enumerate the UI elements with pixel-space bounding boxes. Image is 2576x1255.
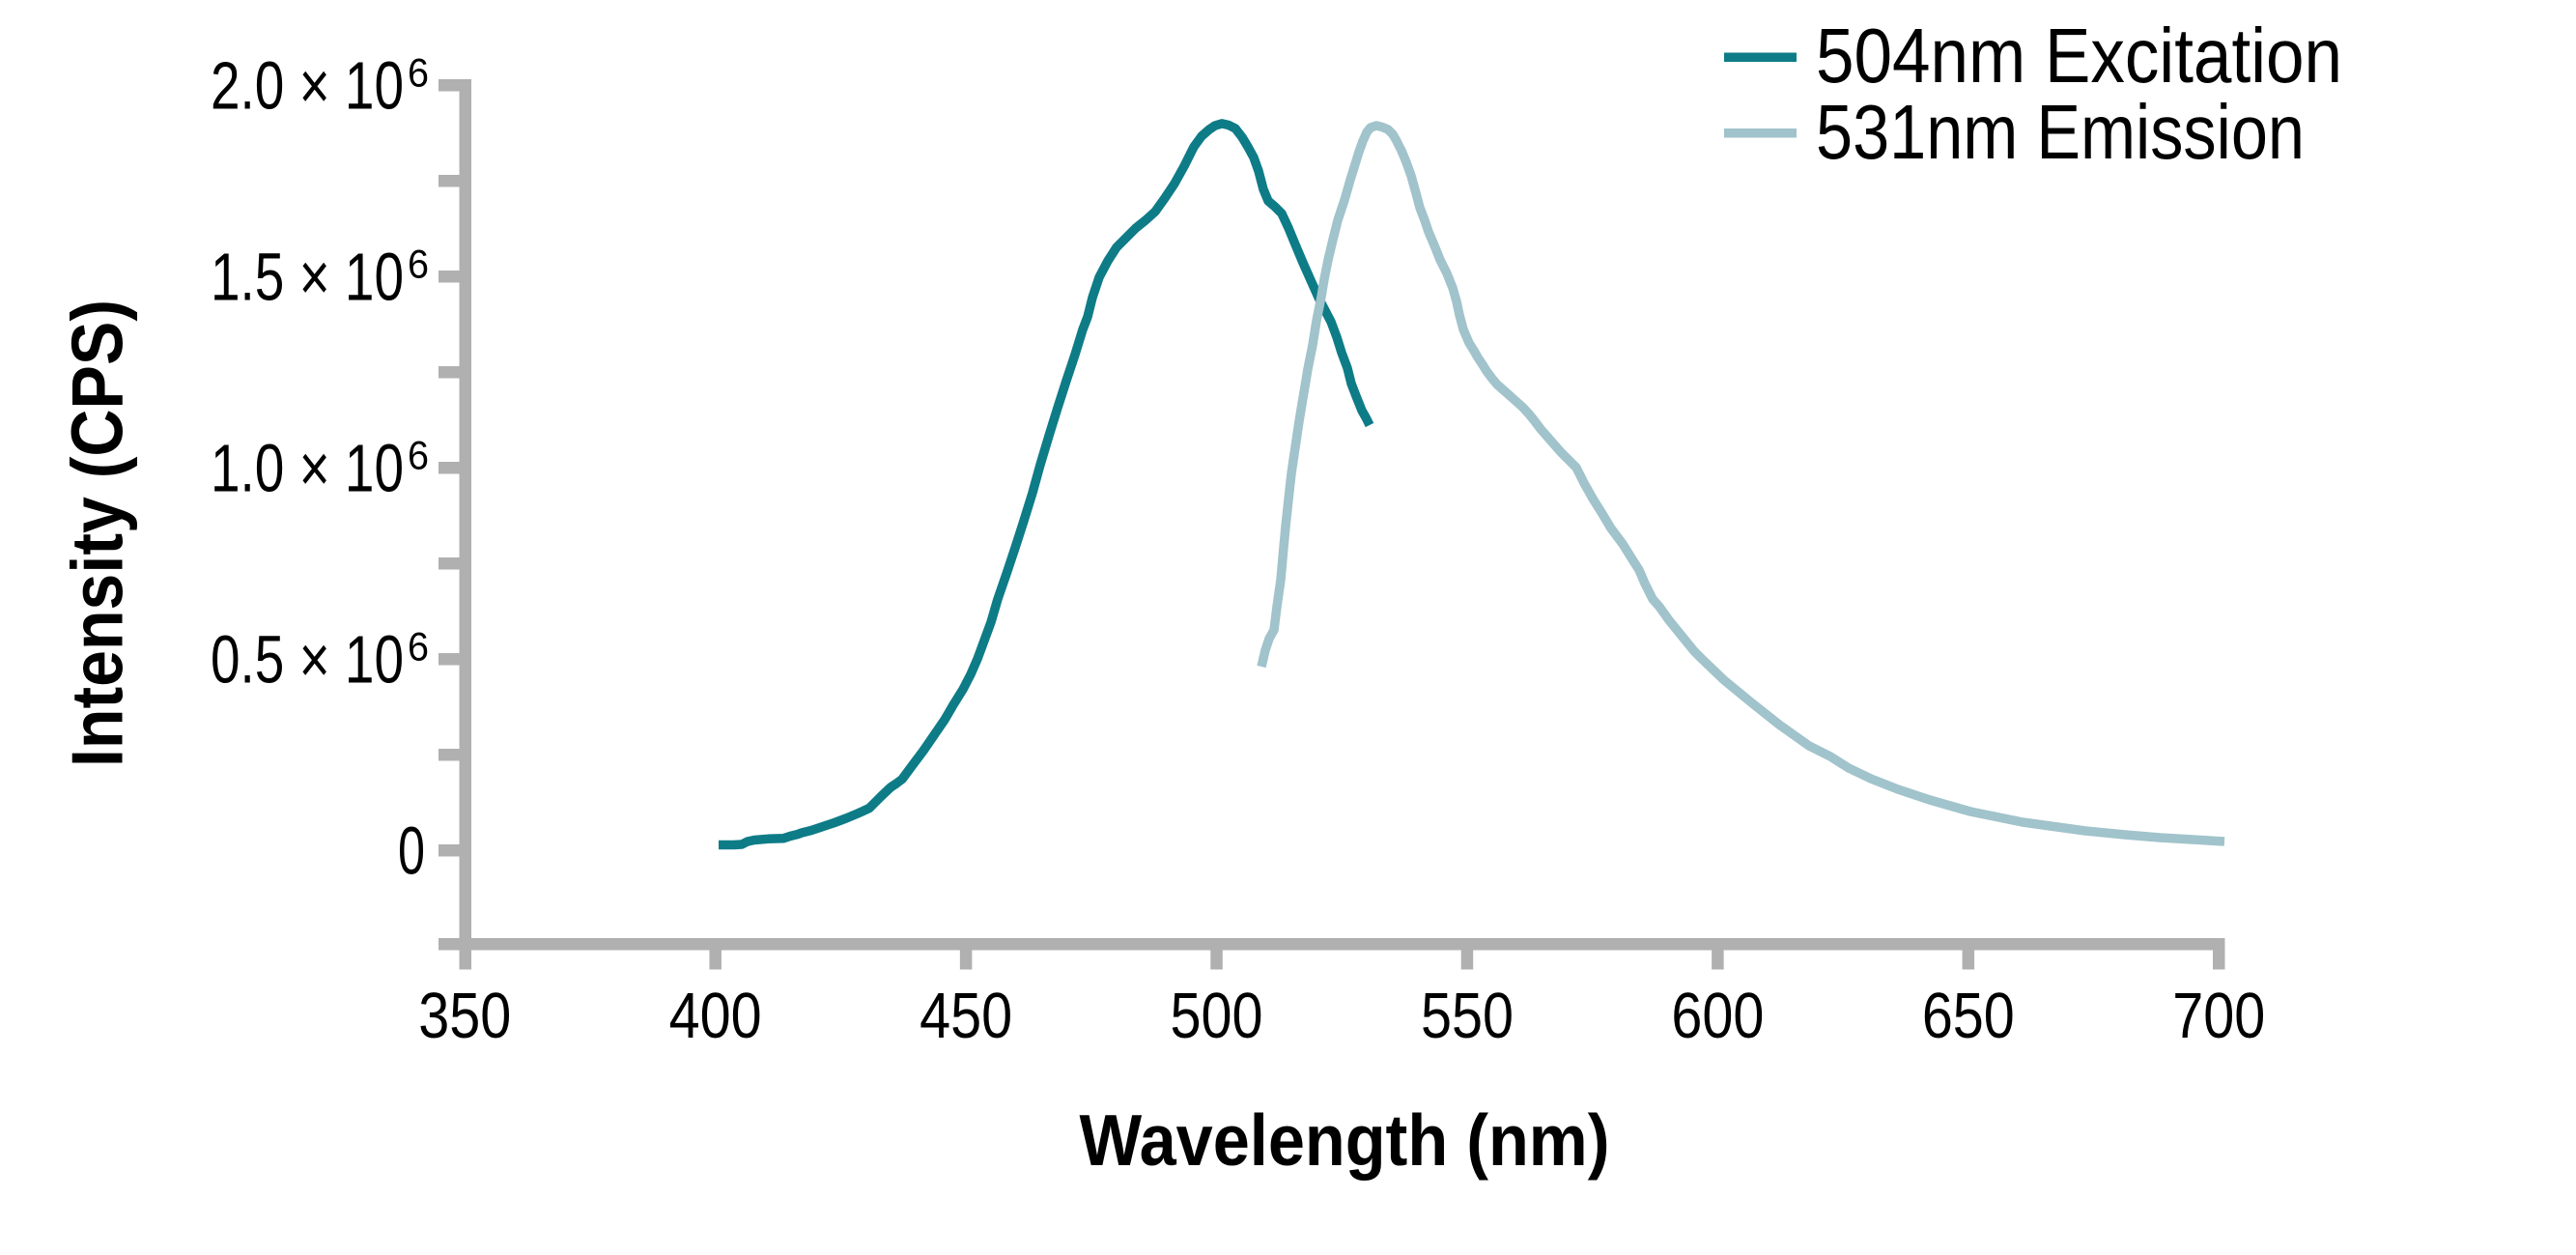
svg-text:0: 0 — [398, 813, 425, 889]
svg-text:500: 500 — [1171, 980, 1263, 1052]
svg-text:400: 400 — [669, 980, 762, 1052]
svg-text:504nm Excitation: 504nm Excitation — [1816, 13, 2342, 99]
svg-text:700: 700 — [2172, 980, 2265, 1052]
svg-text:6: 6 — [408, 433, 429, 478]
svg-text:550: 550 — [1421, 980, 1514, 1052]
svg-text:350: 350 — [418, 980, 511, 1052]
svg-text:2.0 × 10: 2.0 × 10 — [211, 48, 404, 124]
svg-text:0.5 × 10: 0.5 × 10 — [211, 622, 404, 698]
svg-text:1.0 × 10: 1.0 × 10 — [211, 431, 404, 506]
svg-text:600: 600 — [1671, 980, 1764, 1052]
svg-text:Wavelength (nm): Wavelength (nm) — [1080, 1099, 1610, 1181]
svg-text:6: 6 — [408, 242, 429, 287]
svg-text:6: 6 — [408, 50, 429, 96]
svg-text:650: 650 — [1922, 980, 2015, 1052]
svg-text:Intensity (CPS): Intensity (CPS) — [57, 299, 138, 767]
svg-text:1.5 × 10: 1.5 × 10 — [211, 240, 404, 315]
svg-text:6: 6 — [408, 624, 429, 670]
svg-text:450: 450 — [920, 980, 1012, 1052]
svg-text:531nm Emission: 531nm Emission — [1816, 89, 2305, 175]
